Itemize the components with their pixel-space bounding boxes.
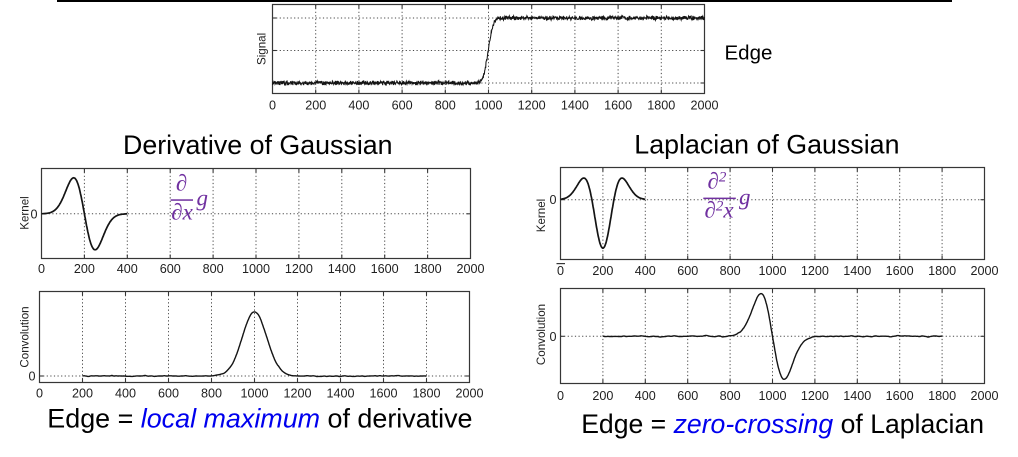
svg-text:Convolution: Convolution — [18, 306, 31, 367]
svg-text:1200: 1200 — [801, 264, 829, 278]
svg-text:1200: 1200 — [283, 387, 311, 401]
svg-text:400: 400 — [635, 389, 656, 403]
svg-text:2000: 2000 — [690, 98, 718, 112]
svg-text:1000: 1000 — [758, 264, 786, 278]
svg-text:200: 200 — [305, 98, 326, 112]
svg-text:0: 0 — [557, 264, 564, 278]
svg-text:1400: 1400 — [328, 262, 356, 276]
svg-text:g: g — [739, 185, 751, 210]
svg-text:1800: 1800 — [412, 387, 440, 401]
svg-text:1200: 1200 — [801, 389, 829, 403]
svg-text:400: 400 — [117, 262, 138, 276]
svg-text:1400: 1400 — [843, 389, 871, 403]
svg-text:2000: 2000 — [456, 262, 484, 276]
svg-text:800: 800 — [201, 387, 222, 401]
svg-text:1800: 1800 — [928, 389, 956, 403]
svg-text:400: 400 — [115, 387, 136, 401]
svg-text:1000: 1000 — [474, 98, 502, 112]
svg-text:∂2x: ∂2x — [705, 198, 735, 223]
svg-text:200: 200 — [74, 262, 95, 276]
svg-text:Derivative of Gaussian: Derivative of Gaussian — [123, 130, 393, 160]
svg-text:Convolution: Convolution — [535, 304, 548, 365]
svg-text:Signal: Signal — [255, 33, 268, 65]
svg-text:600: 600 — [160, 262, 181, 276]
svg-text:1400: 1400 — [561, 98, 589, 112]
svg-text:2000: 2000 — [970, 389, 998, 403]
svg-text:800: 800 — [720, 264, 741, 278]
svg-text:200: 200 — [592, 264, 613, 278]
svg-text:800: 800 — [435, 98, 456, 112]
svg-text:0: 0 — [30, 207, 37, 221]
svg-text:400: 400 — [348, 98, 369, 112]
svg-text:1400: 1400 — [326, 387, 354, 401]
svg-text:1400: 1400 — [843, 264, 871, 278]
svg-text:∂x: ∂x — [171, 199, 193, 224]
svg-text:1600: 1600 — [369, 387, 397, 401]
svg-text:∂: ∂ — [176, 171, 187, 196]
svg-text:Edge = zero-crossing of Laplac: Edge = zero-crossing of Laplacian — [581, 409, 984, 439]
svg-text:1600: 1600 — [886, 264, 914, 278]
svg-text:0: 0 — [549, 330, 556, 344]
svg-text:800: 800 — [203, 262, 224, 276]
svg-text:1000: 1000 — [242, 262, 270, 276]
svg-text:1000: 1000 — [240, 387, 268, 401]
svg-text:1600: 1600 — [886, 389, 914, 403]
svg-text:Laplacian of Gaussian: Laplacian of Gaussian — [634, 130, 899, 160]
svg-text:2000: 2000 — [970, 264, 998, 278]
svg-text:Edge = local maximum of deriva: Edge = local maximum of derivative — [47, 404, 472, 434]
svg-text:1600: 1600 — [371, 262, 399, 276]
svg-text:0: 0 — [36, 387, 43, 401]
svg-text:0: 0 — [38, 262, 45, 276]
svg-text:0: 0 — [549, 193, 556, 207]
svg-text:1800: 1800 — [414, 262, 442, 276]
svg-text:200: 200 — [592, 389, 613, 403]
svg-text:1200: 1200 — [285, 262, 313, 276]
svg-text:g: g — [197, 186, 209, 211]
svg-text:0: 0 — [557, 389, 564, 403]
svg-text:600: 600 — [677, 389, 698, 403]
svg-text:Kernel: Kernel — [535, 199, 548, 233]
svg-text:0: 0 — [269, 98, 276, 112]
svg-text:600: 600 — [392, 98, 413, 112]
svg-text:2000: 2000 — [455, 387, 483, 401]
svg-text:1800: 1800 — [928, 264, 956, 278]
svg-text:200: 200 — [72, 387, 93, 401]
svg-text:400: 400 — [635, 264, 656, 278]
svg-text:0: 0 — [28, 370, 35, 384]
svg-text:1600: 1600 — [604, 98, 632, 112]
svg-text:600: 600 — [677, 264, 698, 278]
svg-text:1800: 1800 — [647, 98, 675, 112]
svg-text:Edge: Edge — [725, 42, 773, 65]
svg-text:1200: 1200 — [518, 98, 546, 112]
svg-text:∂2: ∂2 — [708, 169, 727, 194]
svg-text:1000: 1000 — [758, 389, 786, 403]
svg-text:800: 800 — [720, 389, 741, 403]
svg-text:Kernel: Kernel — [18, 196, 31, 230]
svg-text:600: 600 — [158, 387, 179, 401]
